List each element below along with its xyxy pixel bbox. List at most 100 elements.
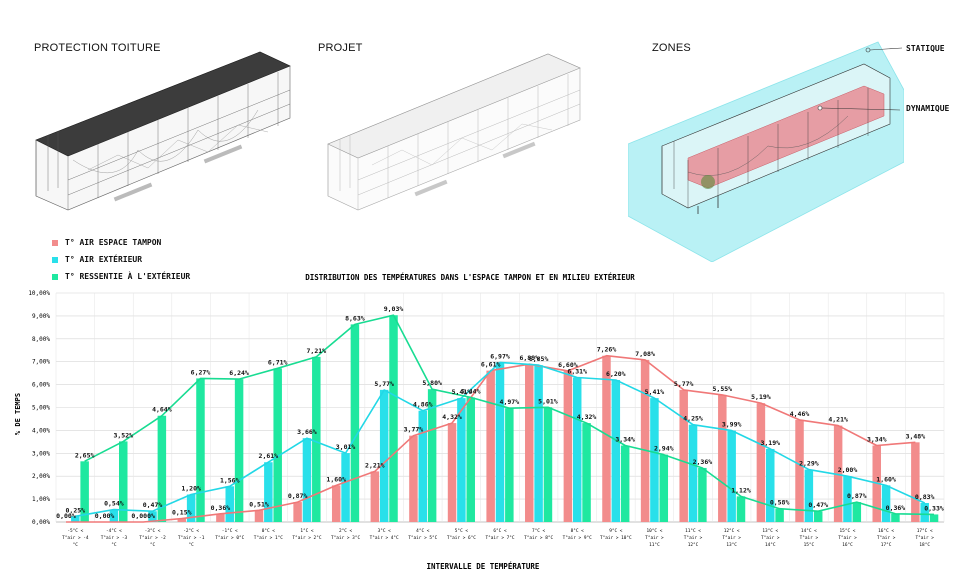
x-tick-label: 16°C < T°air >17°C (877, 528, 896, 548)
data-label-tampon: 0,36% (211, 504, 231, 512)
x-tick-label-line: 15°C (804, 542, 815, 548)
data-label-ressentie: 5,44% (461, 387, 481, 395)
data-label-tampon: 0,00% (56, 512, 76, 520)
x-tick-label-line: 15°C < (840, 528, 856, 534)
data-label-exterieur: 5,41% (452, 388, 472, 396)
x-tick-label: 6°C < T°air > 7°C (485, 528, 514, 541)
bar-tampon (370, 471, 380, 522)
x-tick-label-line: 14°C (765, 542, 776, 548)
bar-exterieur (186, 494, 196, 522)
x-tick-label-line: T°air > (800, 535, 819, 541)
x-tick-label-line: T°air > 6°C (447, 535, 476, 541)
x-tick-label-line: T°air > 1°C (254, 535, 283, 541)
x-tick-label-line: 6°C < (493, 528, 507, 534)
bar-exterieur (457, 398, 466, 522)
data-label-exterieur: 2,29% (799, 460, 819, 468)
data-label-ressentie: 0,33% (924, 504, 944, 512)
x-tick-label: 8°C < T°air > 9°C (563, 528, 592, 541)
bar-ressentie (505, 408, 514, 522)
legend-label-ressentie: T° RESSENTIE À L'EXTÉRIEUR (65, 272, 191, 281)
x-tick-label-line: 13°C < (762, 528, 778, 534)
bar-tampon (177, 518, 187, 522)
y-tick-label: 2,00% (32, 473, 50, 480)
bar-tampon (331, 485, 341, 522)
zone-label-dynamique: DYNAMIQUE (906, 104, 950, 113)
x-tick-label-line: T°air > (684, 535, 703, 541)
bar-tampon (486, 370, 495, 522)
data-label-tampon: 0,00% (95, 512, 115, 520)
zones-drawing (628, 41, 904, 262)
data-label-ressentie: 6,24% (229, 369, 249, 377)
bar-tampon (563, 370, 573, 522)
bar-tampon (911, 442, 920, 522)
panel-title-projet: PROJET (318, 42, 363, 54)
x-tick-label: -3°C < T°air > -2 °C (139, 528, 166, 548)
x-tick-label-line: 0°C < (262, 528, 276, 534)
x-tick-label-line: T°air > 5°C (408, 535, 437, 541)
y-tick-label: 5,00% (32, 405, 50, 412)
x-tick-label: 4°C < T°air > 5°C (408, 528, 437, 541)
bar-ressentie (466, 397, 475, 522)
x-tick-label-line: T°air > (761, 535, 780, 541)
x-tick-label-line: °C (111, 542, 117, 548)
chart-legend: T° AIR ESPACE TAMPON T° AIR EXTÉRIEUR T°… (52, 234, 190, 285)
y-tick-label: 6,00% (32, 382, 50, 389)
data-label-exterieur: 0,83% (915, 493, 935, 501)
data-label-ressentie: 0,58% (770, 499, 790, 507)
data-label-exterieur: 6,31% (567, 368, 587, 376)
data-label-tampon: 7,26% (597, 346, 617, 354)
x-tick-label-line: -2°C < (183, 528, 199, 534)
bar-ressentie (389, 315, 398, 522)
data-label-tampon: 4,46% (790, 410, 810, 418)
chart-lines (66, 314, 935, 523)
bar-ressentie (929, 514, 939, 522)
x-tick-label-line: -5°C < (67, 528, 83, 534)
x-tick-label-line: -4°C < (106, 528, 122, 534)
y-tick-label: 1,00% (32, 496, 50, 503)
bar-ressentie (775, 508, 784, 522)
data-label-tampon: 7,08% (635, 350, 655, 358)
legend-swatch-ressentie (52, 273, 58, 280)
x-tick-label-line: T°air > 0°C (215, 535, 244, 541)
data-label-tampon: 4,32% (442, 413, 462, 421)
legend-swatch-exterieur (52, 256, 58, 263)
x-tick-label-line: °C (188, 542, 194, 548)
x-tick-label-line: 16°C < (878, 528, 894, 534)
chart-y-ticks: 0,00% 1,00% 2,00% 3,00% 4,00% 5,00% 6,00% 7,00%… (28, 290, 50, 526)
data-label-ressentie: 3,52% (113, 431, 133, 439)
data-label-ressentie: 2,94% (654, 445, 674, 453)
bar-ressentie (891, 513, 900, 522)
bar-exterieur (71, 516, 80, 522)
data-label-tampon: 1,60% (326, 475, 346, 483)
x-tick-label-line: 11°C < (685, 528, 701, 534)
data-label-ressentie: 2,36% (693, 458, 713, 466)
data-label-tampon: 5,19% (751, 393, 771, 401)
data-label-tampon: 4,21% (828, 416, 848, 424)
bar-ressentie (813, 511, 823, 522)
bar-exterieur (225, 486, 234, 522)
x-tick-label-line: T°air > -3 (101, 535, 128, 541)
bar-ressentie (196, 378, 205, 522)
data-label-exterieur: 3,99% (722, 421, 742, 429)
x-tick-label-line: 4°C < (416, 528, 430, 534)
x-tick-label-line: T°air > 10°C (600, 535, 632, 541)
x-tick-label: 13°C < T°air >14°C (761, 528, 780, 548)
data-label-ressentie: 7,21% (307, 347, 327, 355)
y-tick-label: 4,00% (32, 427, 50, 434)
x-tick-label: 5°C < T°air > 6°C (447, 528, 476, 541)
data-label-tampon: 3,34% (867, 436, 887, 444)
data-label-ressentie: 4,32% (577, 413, 597, 421)
x-tick-label-line: 13°C (726, 542, 737, 548)
x-tick-label-line: 11°C (649, 542, 660, 548)
y-tick-label: 10,00% (28, 290, 50, 297)
x-tick-label-line: 9°C < (609, 528, 623, 534)
data-label-tampon: 3,77% (404, 426, 424, 434)
series-line-ressentie (84, 314, 935, 516)
y-tick-label: 9,00% (32, 313, 50, 320)
x-tick-label: 0°C < T°air > 1°C (254, 528, 283, 541)
x-tick-label-line: T°air > (838, 535, 857, 541)
bar-tampon (602, 355, 611, 522)
bar-exterieur (379, 389, 389, 522)
data-label-ressentie: 6,27% (191, 368, 211, 376)
x-tick-label-line: T°air > (877, 535, 896, 541)
